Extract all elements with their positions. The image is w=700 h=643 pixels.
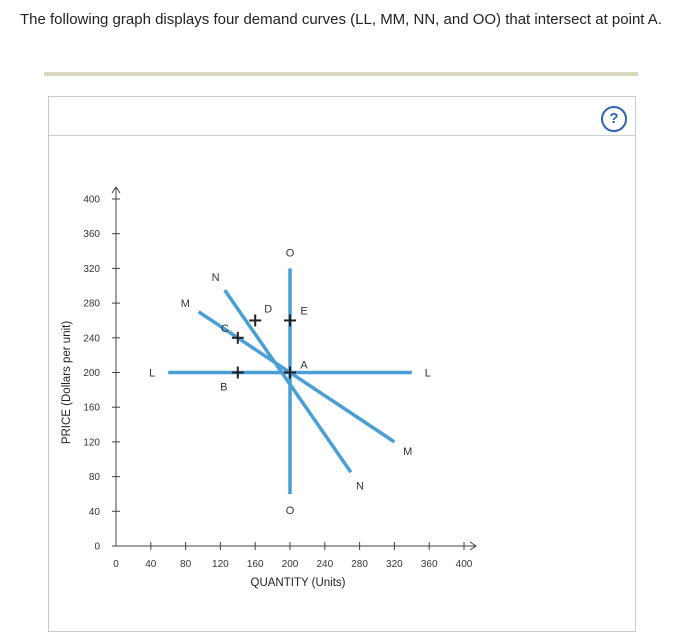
y-tick-label: 240 — [83, 333, 100, 344]
y-tick-label: 160 — [83, 403, 100, 414]
point-label-b: B — [220, 382, 227, 394]
y-axis-title: PRICE (Dollars per unit) — [61, 321, 73, 445]
curve-label-o: O — [286, 505, 295, 517]
curve-label-m: M — [181, 298, 190, 310]
point-c — [231, 331, 244, 344]
x-tick-label: 120 — [212, 559, 229, 570]
curve-label-m: M — [403, 446, 412, 458]
x-tick-label: 360 — [421, 559, 438, 570]
x-tick-label: 280 — [351, 559, 368, 570]
curve-label-l: L — [149, 368, 155, 380]
y-tick-label: 280 — [83, 299, 100, 310]
y-tick-label: 40 — [89, 507, 101, 518]
x-axis-title: QUANTITY (Units) — [251, 577, 346, 589]
y-tick-label: 0 — [94, 542, 100, 553]
curve-label-o: O — [286, 247, 295, 259]
demand-curve-m — [197, 310, 396, 444]
point-e — [284, 314, 296, 327]
point-b — [231, 366, 244, 379]
x-tick-label: 0 — [113, 559, 119, 570]
point-label-c: C — [221, 323, 229, 335]
y-tick-label: 360 — [83, 229, 100, 240]
graph-panel: ? — [48, 96, 636, 632]
panel-header: ? — [49, 97, 635, 136]
x-tick-label: 240 — [316, 559, 333, 570]
y-tick-label: 320 — [83, 264, 100, 275]
x-tick-label: 80 — [180, 559, 192, 570]
point-label-a: A — [300, 360, 308, 372]
y-tick-label: 120 — [83, 437, 100, 448]
x-axis-arrow — [469, 541, 477, 551]
x-tick-label: 40 — [145, 559, 157, 570]
y-tick-label: 200 — [83, 368, 100, 379]
question-icon: ? — [609, 110, 619, 127]
point-a — [284, 366, 296, 379]
x-tick-label: 320 — [386, 559, 403, 570]
x-tick-label: 400 — [456, 559, 473, 570]
y-tick-label: 400 — [83, 195, 100, 206]
point-label-d: D — [264, 303, 272, 315]
y-tick-label: 80 — [89, 472, 101, 483]
question-text: The following graph displays four demand… — [20, 11, 662, 28]
curve-label-l: L — [425, 368, 431, 380]
divider — [44, 72, 638, 76]
x-tick-label: 160 — [247, 559, 264, 570]
point-d — [249, 314, 262, 327]
demand-curve-n — [223, 289, 353, 474]
point-label-e: E — [300, 305, 307, 317]
curve-label-n: N — [212, 272, 220, 284]
curve-label-n: N — [356, 480, 364, 492]
x-tick-label: 200 — [282, 559, 299, 570]
help-button[interactable]: ? — [601, 106, 627, 132]
y-axis-arrow — [111, 186, 121, 194]
